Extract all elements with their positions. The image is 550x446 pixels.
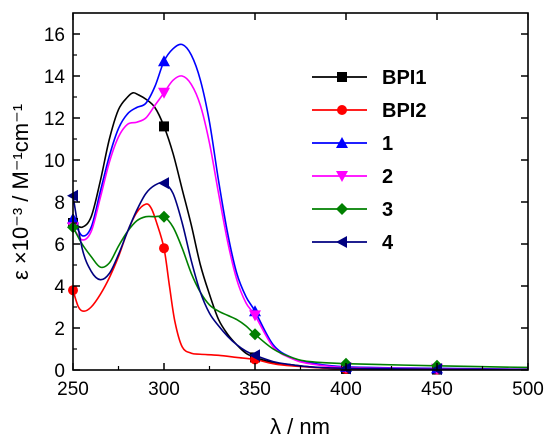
series-layer: [73, 43, 528, 370]
legend-marker-4: [336, 171, 348, 182]
y-tick-label: 16: [44, 25, 65, 46]
y-tick-label: 4: [54, 277, 65, 298]
y-tick-label: 2: [54, 319, 65, 340]
legend-label-4: 2: [382, 166, 393, 188]
legend-marker-6: [336, 236, 347, 248]
x-tick-label: 300: [148, 379, 180, 400]
data-point-6: [158, 177, 169, 190]
data-point-1: [159, 121, 169, 132]
legend-label-3: 1: [382, 133, 393, 155]
x-axis-title: λ / nm: [270, 414, 330, 439]
legend-marker-1: [337, 72, 347, 82]
y-tick-label: 0: [54, 361, 65, 382]
legend-marker-2: [337, 105, 347, 115]
data-point-3: [158, 55, 170, 67]
y-tick-label: 10: [44, 151, 65, 172]
series-line-6: [73, 181, 528, 370]
series-line-4: [73, 75, 528, 370]
y-tick-label: 12: [44, 109, 65, 130]
x-tick-label: 400: [330, 379, 362, 400]
x-tick-label: 350: [239, 379, 271, 400]
legend-label-5: 3: [382, 199, 393, 221]
data-point-2: [159, 243, 169, 254]
plot-frame: [72, 12, 529, 371]
legend-label-2: BPI2: [382, 100, 426, 122]
legend-marker-5: [336, 203, 348, 215]
x-tick-label: 500: [512, 379, 544, 400]
y-axis-title: ε ×10⁻³ / M⁻¹cm⁻¹: [8, 104, 33, 280]
legend-label-1: BPI1: [382, 67, 426, 89]
legend-marker-3: [336, 137, 348, 148]
series-line-2: [73, 203, 528, 370]
data-point-6: [249, 349, 260, 362]
legend-label-6: 4: [382, 232, 394, 254]
series-line-1: [73, 91, 528, 370]
x-tick-label: 450: [421, 379, 453, 400]
data-point-5: [249, 328, 261, 341]
legend: BPI1 BPI2 1 2 3 4: [312, 67, 426, 254]
y-tick-label: 14: [44, 67, 66, 88]
y-tick-label: 6: [54, 235, 65, 256]
data-point-5: [158, 210, 170, 223]
x-tick-label: 250: [57, 379, 89, 400]
data-point-4: [158, 87, 170, 99]
data-point-4: [249, 310, 261, 322]
series-line-5: [73, 215, 528, 369]
y-tick-label: 8: [54, 193, 65, 214]
